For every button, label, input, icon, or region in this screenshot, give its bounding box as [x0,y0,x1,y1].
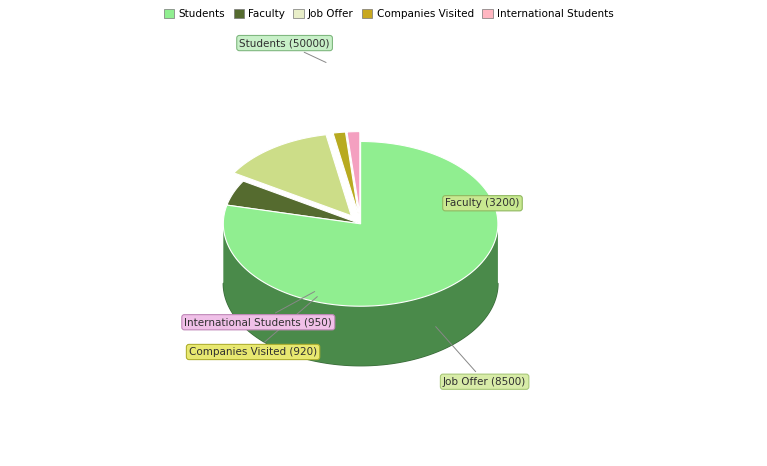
Polygon shape [223,283,498,366]
Text: International Students (950): International Students (950) [184,292,332,327]
Text: Students (50000): Students (50000) [239,38,330,62]
Text: Faculty (3200): Faculty (3200) [446,198,520,208]
Text: Job Offer (8500): Job Offer (8500) [436,327,526,387]
Polygon shape [234,135,351,216]
Polygon shape [223,223,498,366]
Polygon shape [333,132,358,214]
Legend: Students, Faculty, Job Offer, Companies Visited, International Students: Students, Faculty, Job Offer, Companies … [160,5,617,23]
Polygon shape [227,181,360,224]
Polygon shape [223,142,498,306]
Text: Companies Visited (920): Companies Visited (920) [189,296,318,357]
Polygon shape [347,131,360,214]
